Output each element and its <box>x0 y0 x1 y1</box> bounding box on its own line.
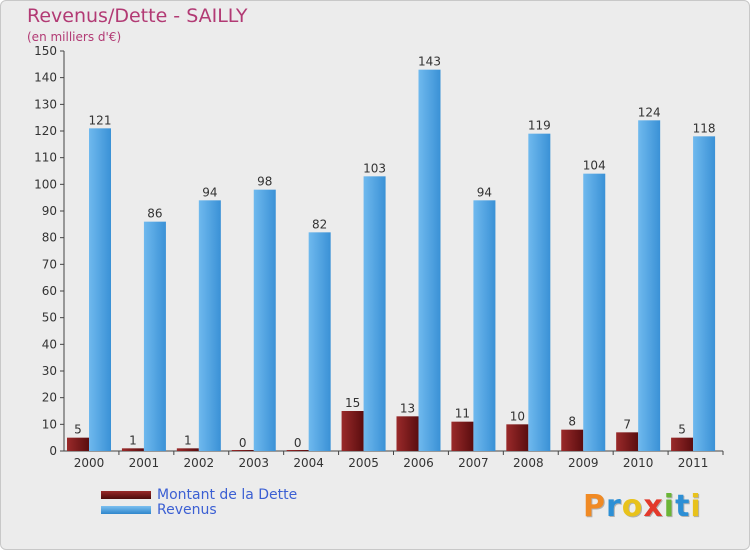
x-tick-label-2007: 2007 <box>458 456 489 470</box>
revenue-bar-2010 <box>638 120 661 451</box>
revenue-bar-2009 <box>583 173 606 451</box>
chart-title: Revenus/Dette - SAILLY <box>27 5 248 27</box>
logo-letter: r <box>606 489 622 524</box>
debt-value-label-2010: 7 <box>623 417 631 431</box>
y-tick-label: 10 <box>42 417 57 431</box>
revenue-bar-2008 <box>528 133 551 451</box>
debt-bar-2002 <box>176 448 199 451</box>
debt-value-label-2011: 5 <box>678 423 686 437</box>
chart-subtitle: (en milliers d'€) <box>27 30 122 44</box>
revenue-bar-2004 <box>308 232 331 451</box>
revenue-bar-2003 <box>253 189 276 451</box>
logo-letter: o <box>621 489 644 524</box>
debt-value-label-2003: 0 <box>239 436 247 450</box>
x-tick-label-2011: 2011 <box>678 456 709 470</box>
logo-letter: x <box>643 489 664 524</box>
debt-bar-2004 <box>286 450 309 451</box>
x-tick-label-2005: 2005 <box>348 456 379 470</box>
debt-bar-2006 <box>396 416 419 451</box>
debt-value-label-2002: 1 <box>184 433 192 447</box>
x-tick-label-2002: 2002 <box>184 456 215 470</box>
proxiti-logo: Proxiti <box>583 489 702 524</box>
y-tick-label: 140 <box>34 71 57 85</box>
revenue-bar-2001 <box>143 221 166 451</box>
x-tick-label-2006: 2006 <box>403 456 434 470</box>
revenue-value-label-2000: 121 <box>89 113 112 127</box>
debt-bar-2007 <box>451 421 474 451</box>
debt-value-label-2004: 0 <box>294 436 302 450</box>
debt-bar-2011 <box>671 437 694 451</box>
revenue-value-label-2004: 82 <box>312 217 327 231</box>
revenue-value-label-2008: 119 <box>528 119 551 133</box>
revenue-value-label-2006: 143 <box>418 55 441 69</box>
y-tick-label: 130 <box>34 97 57 111</box>
y-tick-label: 120 <box>34 124 57 138</box>
debt-value-label-2001: 1 <box>129 433 137 447</box>
debt-value-label-2005: 15 <box>345 396 360 410</box>
y-tick-label: 0 <box>49 444 57 458</box>
revenue-value-label-2011: 118 <box>693 121 716 135</box>
revenue-value-label-2009: 104 <box>583 159 606 173</box>
logo-letter: i <box>663 489 676 524</box>
legend-item-revenue: Revenus <box>101 502 217 518</box>
debt-value-label-2009: 8 <box>568 415 576 429</box>
debt-bar-2000 <box>67 437 89 451</box>
y-tick-label: 110 <box>34 151 57 165</box>
y-tick-label: 70 <box>42 257 57 271</box>
debt-bar-2005 <box>341 411 364 451</box>
y-tick-label: 90 <box>42 204 57 218</box>
y-tick-label: 40 <box>42 337 57 351</box>
debt-bar-2001 <box>121 448 144 451</box>
revenue-value-label-2001: 86 <box>147 207 162 221</box>
legend-label-revenue: Revenus <box>157 502 217 518</box>
revenue-value-label-2010: 124 <box>638 105 661 119</box>
legend-item-debt: Montant de la Dette <box>101 487 297 503</box>
revenue-value-label-2005: 103 <box>363 161 386 175</box>
x-tick-label-2009: 2009 <box>568 456 599 470</box>
y-tick-label: 30 <box>42 364 57 378</box>
revenue-bar-2005 <box>363 176 386 452</box>
logo-letter: P <box>583 489 606 524</box>
debt-bar-2010 <box>616 432 639 451</box>
debt-bar-2003 <box>231 450 254 451</box>
debt-value-label-2007: 11 <box>455 407 470 421</box>
revenue-bar-2006 <box>418 69 441 452</box>
revenue-bar-2000 <box>89 128 111 451</box>
revenue-value-label-2007: 94 <box>477 185 492 199</box>
revenue-value-label-2002: 94 <box>202 185 217 199</box>
debt-bar-2008 <box>506 424 529 451</box>
legend-swatch-revenue <box>101 506 151 514</box>
revenue-bar-2002 <box>198 200 221 451</box>
revenue-bar-2007 <box>473 200 496 451</box>
debt-value-label-2006: 13 <box>400 401 415 415</box>
y-tick-label: 50 <box>42 311 57 325</box>
legend-label-debt: Montant de la Dette <box>157 487 298 503</box>
debt-value-label-2008: 10 <box>510 409 525 423</box>
debt-bar-2009 <box>561 429 584 451</box>
y-tick-label: 60 <box>42 284 57 298</box>
x-tick-label-2008: 2008 <box>513 456 544 470</box>
y-tick-label: 80 <box>42 231 57 245</box>
logo-letter: t <box>675 489 691 524</box>
x-tick-label-2004: 2004 <box>293 456 324 470</box>
logo-letter: i <box>690 489 702 524</box>
x-tick-label-2010: 2010 <box>623 456 654 470</box>
revenue-value-label-2003: 98 <box>257 175 272 189</box>
y-tick-label: 20 <box>42 391 57 405</box>
debt-value-label-2000: 5 <box>74 423 82 437</box>
x-tick-label-2003: 2003 <box>238 456 269 470</box>
x-tick-label-2000: 2000 <box>74 456 105 470</box>
revenue-bar-2011 <box>693 136 716 452</box>
y-tick-label: 100 <box>34 177 57 191</box>
legend-swatch-debt <box>101 491 151 499</box>
x-tick-label-2001: 2001 <box>129 456 160 470</box>
y-tick-label: 150 <box>34 44 57 58</box>
